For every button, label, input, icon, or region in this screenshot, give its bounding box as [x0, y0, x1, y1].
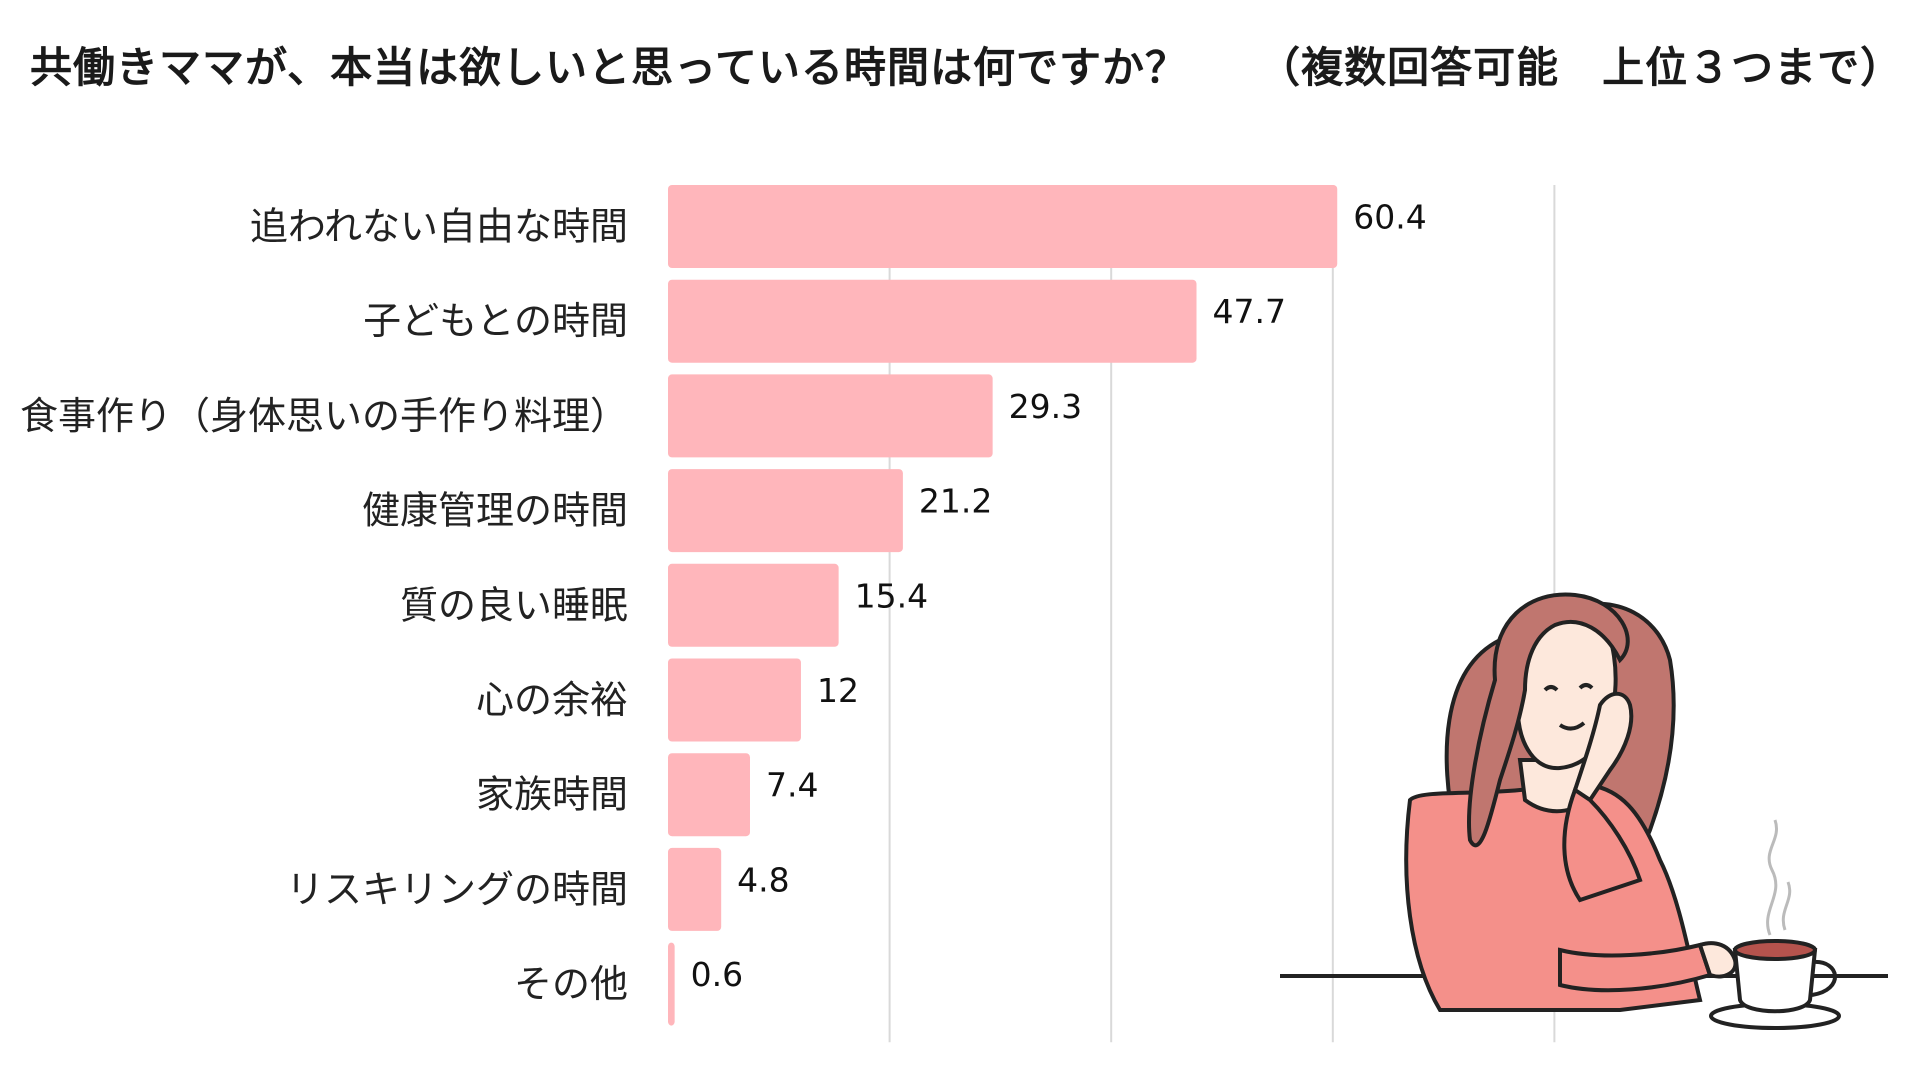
category-label-7: リスキリングの時間 — [286, 867, 628, 911]
value-label-6: 7.4 — [766, 766, 818, 805]
value-label-4: 15.4 — [855, 576, 928, 615]
bar-4 — [668, 563, 839, 647]
mouth — [1558, 721, 1586, 731]
bar-8 — [668, 942, 675, 1026]
cup-handle — [1811, 959, 1837, 997]
coffee-cup — [1732, 948, 1818, 1014]
bars — [668, 185, 1338, 1026]
bar-7 — [668, 847, 722, 931]
steam-icon — [1766, 819, 1778, 936]
value-label-7: 4.8 — [737, 860, 789, 899]
chart-subtitle: （複数回答可能 上位３つまで） — [1258, 43, 1904, 92]
category-label-3: 健康管理の時間 — [362, 489, 628, 533]
value-label-8: 0.6 — [691, 955, 743, 994]
chart-title: 共働きママが、本当は欲しいと思っている時間は何ですか？ （複数回答可能 上位３つま… — [30, 34, 1910, 95]
chart-title-main: 共働きママが、本当は欲しいと思っている時間は何ですか？ — [30, 43, 1189, 92]
value-label-5: 12 — [817, 671, 859, 710]
value-label-3: 21.2 — [919, 482, 992, 521]
category-label-1: 子どもとの時間 — [363, 299, 628, 343]
hand-cheek — [1572, 691, 1634, 803]
category-label-4: 質の良い睡眠 — [400, 583, 628, 627]
hair-front — [1467, 592, 1630, 848]
coffee — [1733, 939, 1817, 961]
woman-illustration — [1280, 592, 1888, 1030]
category-label-8: その他 — [514, 962, 628, 1006]
bar-5 — [668, 658, 801, 742]
eye-left — [1543, 685, 1559, 692]
value-label-0: 60.4 — [1353, 198, 1426, 237]
raised-arm — [1562, 786, 1643, 903]
category-label-5: 心の余裕 — [476, 678, 628, 722]
bar-3 — [668, 469, 903, 553]
category-label-0: 追われない自由な時間 — [250, 205, 628, 249]
value-label-1: 47.7 — [1213, 292, 1286, 331]
eye-right — [1578, 683, 1594, 690]
bar-2 — [668, 374, 993, 458]
bar-0 — [668, 185, 1338, 268]
bar-1 — [668, 279, 1197, 363]
steam-icon-2 — [1781, 881, 1792, 931]
bar-6 — [668, 753, 750, 837]
category-label-2: 食事作り（身体思いの手作り料理） — [20, 394, 628, 438]
value-label-2: 29.3 — [1009, 387, 1082, 426]
value-labels: 60.4 47.7 29.3 21.2 15.4 12 7.4 4.8 0.6 — [691, 198, 1427, 995]
category-label-6: 家族時間 — [476, 773, 628, 817]
